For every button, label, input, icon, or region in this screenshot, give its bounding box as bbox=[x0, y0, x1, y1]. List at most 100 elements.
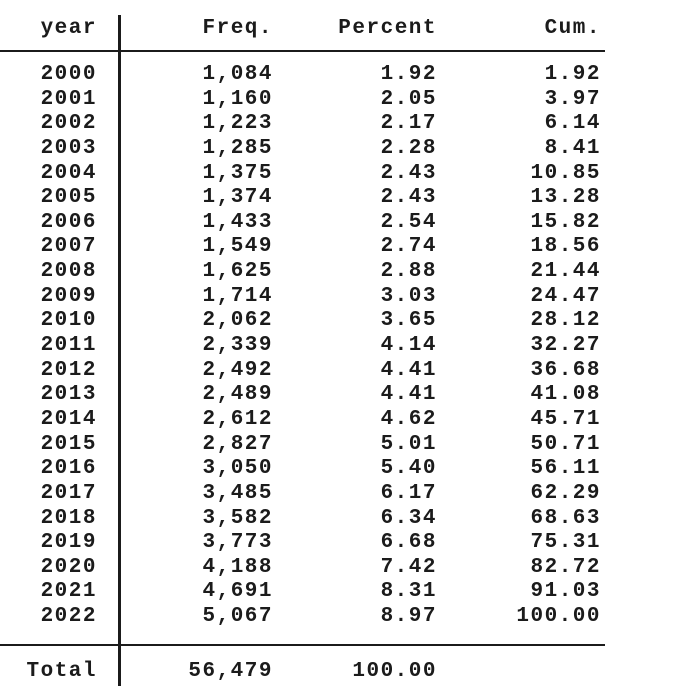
column-header-cum: Cum. bbox=[544, 17, 601, 40]
table-cell: 13.28 bbox=[530, 186, 601, 210]
table-cell: 68.63 bbox=[530, 506, 601, 530]
table-cell: 2011 bbox=[40, 334, 97, 358]
table-cell: 4.62 bbox=[380, 407, 437, 431]
table-cell: 2012 bbox=[40, 358, 97, 382]
table-cell: 2017 bbox=[40, 481, 97, 505]
table-cell: 10.85 bbox=[530, 161, 601, 185]
table-cell: 2.05 bbox=[380, 87, 437, 111]
table-cell: 2.54 bbox=[380, 210, 437, 234]
table-cell: 1,433 bbox=[202, 210, 273, 234]
table-row: 2002 1,223 2.17 6.14 bbox=[0, 112, 601, 137]
table-cell: 2,492 bbox=[202, 358, 273, 382]
table-cell: 2010 bbox=[40, 309, 97, 333]
table-cell: 36.68 bbox=[530, 358, 601, 382]
table-cell: 1,285 bbox=[202, 136, 273, 160]
table-row: 2009 1,714 3.03 24.47 bbox=[0, 285, 601, 310]
table-cell: 3.65 bbox=[380, 309, 437, 333]
table-cell: 2,062 bbox=[202, 309, 273, 333]
header-divider-line bbox=[0, 50, 605, 52]
table-cell: 1,375 bbox=[202, 161, 273, 185]
table-cell: 2014 bbox=[40, 407, 97, 431]
table-cell: 2001 bbox=[40, 87, 97, 111]
table-cell: 4,188 bbox=[202, 555, 273, 579]
table-row: 2008 1,625 2.88 21.44 bbox=[0, 260, 601, 285]
table-cell: 8.41 bbox=[544, 136, 601, 160]
total-label: Total bbox=[26, 660, 97, 683]
table-cell: 45.71 bbox=[530, 407, 601, 431]
table-cell: 5.01 bbox=[380, 432, 437, 456]
table-cell: 8.97 bbox=[380, 605, 437, 629]
table-header: year Freq. Percent Cum. bbox=[0, 16, 601, 41]
table-row: 2017 3,485 6.17 62.29 bbox=[0, 482, 601, 507]
table-cell: 2.28 bbox=[380, 136, 437, 160]
table-cell: 6.68 bbox=[380, 531, 437, 555]
table-row: 2014 2,612 4.62 45.71 bbox=[0, 408, 601, 433]
table-row: 2019 3,773 6.68 75.31 bbox=[0, 531, 601, 556]
table-cell: 1,160 bbox=[202, 87, 273, 111]
table-cell: 2006 bbox=[40, 210, 97, 234]
table-cell: 21.44 bbox=[530, 260, 601, 284]
table-cell: 3,050 bbox=[202, 457, 273, 481]
table-cell: 2004 bbox=[40, 161, 97, 185]
table-row: 2022 5,067 8.97 100.00 bbox=[0, 605, 601, 630]
table-cell: 2000 bbox=[40, 63, 97, 86]
table-cell: 32.27 bbox=[530, 334, 601, 358]
table-cell: 2020 bbox=[40, 555, 97, 579]
table-cell: 3,485 bbox=[202, 481, 273, 505]
table-cell: 2.43 bbox=[380, 186, 437, 210]
table-cell: 2007 bbox=[40, 235, 97, 259]
table-cell: 100.00 bbox=[516, 605, 601, 629]
column-header-year: year bbox=[40, 17, 97, 40]
total-cum-value bbox=[437, 659, 601, 684]
table-cell: 6.14 bbox=[544, 112, 601, 136]
column-header-freq: Freq. bbox=[202, 17, 273, 40]
table-row: 2000 1,084 1.92 1.92 bbox=[0, 63, 601, 88]
table-row: 2007 1,549 2.74 18.56 bbox=[0, 235, 601, 260]
table-row: 2018 3,582 6.34 68.63 bbox=[0, 507, 601, 532]
table-cell: 2,612 bbox=[202, 407, 273, 431]
column-divider-line bbox=[118, 15, 121, 686]
table-cell: 91.03 bbox=[530, 580, 601, 604]
table-cell: 2,827 bbox=[202, 432, 273, 456]
table-cell: 2002 bbox=[40, 112, 97, 136]
table-cell: 2015 bbox=[40, 432, 97, 456]
table-cell: 2.88 bbox=[380, 260, 437, 284]
table-cell: 18.56 bbox=[530, 235, 601, 259]
table-cell: 24.47 bbox=[530, 284, 601, 308]
table-row: 2021 4,691 8.31 91.03 bbox=[0, 580, 601, 605]
table-cell: 2,489 bbox=[202, 383, 273, 407]
table-cell: 2009 bbox=[40, 284, 97, 308]
table-row: 2011 2,339 4.14 32.27 bbox=[0, 334, 601, 359]
table-cell: 15.82 bbox=[530, 210, 601, 234]
table-row: 2001 1,160 2.05 3.97 bbox=[0, 88, 601, 113]
table-cell: 6.17 bbox=[380, 481, 437, 505]
table-cell: 1,374 bbox=[202, 186, 273, 210]
table-cell: 75.31 bbox=[530, 531, 601, 555]
table-cell: 6.34 bbox=[380, 506, 437, 530]
total-row: Total 56,479 100.00 bbox=[0, 659, 601, 684]
table-cell: 2005 bbox=[40, 186, 97, 210]
total-divider-line bbox=[0, 644, 605, 646]
table-cell: 2.43 bbox=[380, 161, 437, 185]
table-cell: 3,773 bbox=[202, 531, 273, 555]
table-cell: 1.92 bbox=[544, 63, 601, 86]
table-cell: 7.42 bbox=[380, 555, 437, 579]
table-row: 2016 3,050 5.40 56.11 bbox=[0, 457, 601, 482]
table-cell: 1.92 bbox=[380, 63, 437, 86]
table-cell: 4.41 bbox=[380, 358, 437, 382]
table-cell: 1,714 bbox=[202, 284, 273, 308]
table-row: 2020 4,188 7.42 82.72 bbox=[0, 556, 601, 581]
table-row: 2013 2,489 4.41 41.08 bbox=[0, 383, 601, 408]
table-cell: 8.31 bbox=[380, 580, 437, 604]
table-cell: 5.40 bbox=[380, 457, 437, 481]
total-percent-value: 100.00 bbox=[352, 660, 437, 683]
table-cell: 1,223 bbox=[202, 112, 273, 136]
table-cell: 2019 bbox=[40, 531, 97, 555]
table-cell: 2016 bbox=[40, 457, 97, 481]
table-cell: 4,691 bbox=[202, 580, 273, 604]
table-cell: 3,582 bbox=[202, 506, 273, 530]
table-row: 2004 1,375 2.43 10.85 bbox=[0, 162, 601, 187]
table-cell: 28.12 bbox=[530, 309, 601, 333]
table-cell: 2013 bbox=[40, 383, 97, 407]
